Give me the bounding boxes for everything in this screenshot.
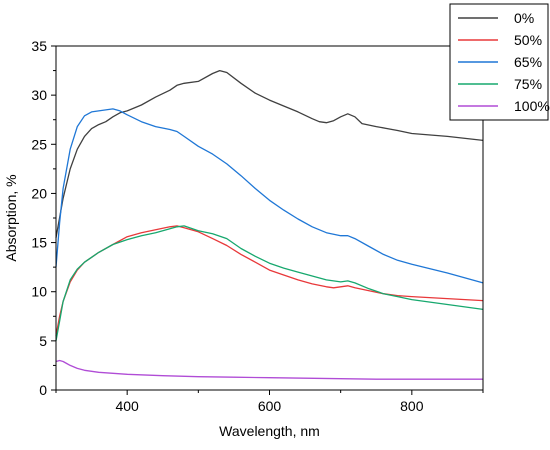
series-line-2	[55, 108, 484, 284]
x-tick-label: 800	[400, 398, 424, 414]
y-axis-label: Absorption, %	[3, 174, 19, 261]
x-tick-label: 600	[258, 398, 282, 414]
y-tick-label: 35	[31, 38, 47, 54]
series-line-4	[55, 359, 483, 380]
legend-label: 75%	[514, 76, 542, 92]
y-tick-label: 10	[31, 284, 47, 300]
legend-label: 50%	[514, 32, 542, 48]
legend-label: 100%	[514, 98, 550, 114]
y-tick-label: 0	[39, 382, 47, 398]
y-tick-label: 25	[31, 136, 47, 152]
y-tick-label: 15	[31, 235, 47, 251]
series-line-3	[55, 225, 484, 342]
ticks-layer: 0 5 10 15 20 25 30 35 400 600 800	[31, 38, 484, 414]
y-tick-label: 5	[39, 333, 47, 349]
x-tick-label: 400	[115, 398, 139, 414]
legend-label: 65%	[514, 54, 542, 70]
x-axis-label: Wavelength, nm	[219, 423, 320, 439]
legend-label: 0%	[514, 10, 534, 26]
series-layer	[55, 69, 484, 380]
axes-layer	[55, 45, 484, 391]
legend: 0% 50% 65% 75% 100%	[449, 3, 550, 121]
series-line-0	[55, 69, 484, 238]
plot-frame	[55, 45, 484, 391]
y-tick-label: 30	[31, 87, 47, 103]
y-tick-label: 20	[31, 185, 47, 201]
